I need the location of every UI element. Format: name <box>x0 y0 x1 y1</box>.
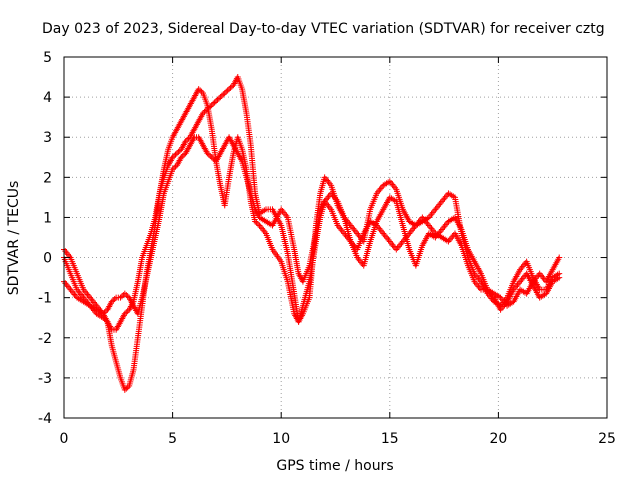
data-point <box>218 92 225 99</box>
data-point <box>121 386 128 393</box>
data-point <box>227 84 234 91</box>
data-point <box>101 309 108 316</box>
data-point <box>100 310 107 317</box>
data-point <box>207 152 214 159</box>
data-point <box>201 108 208 115</box>
data-point <box>175 148 182 155</box>
chart-title: Day 023 of 2023, Sidereal Day-to-day VTE… <box>42 21 605 37</box>
data-point <box>226 86 233 93</box>
data-point <box>210 100 217 107</box>
data-point <box>178 154 185 161</box>
x-tick-label: 0 <box>60 431 69 447</box>
data-point <box>182 138 189 145</box>
data-point <box>210 155 217 162</box>
x-tick-label: 10 <box>272 431 290 447</box>
x-tick-label: 25 <box>598 431 616 447</box>
series-track-a <box>61 74 563 333</box>
y-tick-label: 1 <box>43 210 52 226</box>
series-track-b <box>61 86 563 393</box>
data-point <box>221 90 228 97</box>
grid-layer <box>64 57 607 418</box>
y-tick-label: 5 <box>43 50 52 66</box>
data-point <box>217 94 224 101</box>
data-point <box>205 151 212 158</box>
data-point <box>124 384 131 391</box>
data-point <box>215 95 222 102</box>
data-point <box>253 219 260 226</box>
data-point <box>108 298 115 305</box>
axis-ticks: 0 5 10 15 20 25 -4 -3 -2 -1 0 1 2 3 4 5 <box>38 50 616 447</box>
data-point <box>169 166 176 173</box>
data-point <box>172 151 179 158</box>
data-point <box>123 291 130 298</box>
data-point <box>197 87 204 94</box>
data-point <box>198 88 205 95</box>
y-tick-label: -2 <box>38 331 52 347</box>
y-tick-label: 2 <box>43 170 52 186</box>
data-point <box>171 152 178 159</box>
data-point <box>255 221 262 228</box>
data-point <box>123 385 130 392</box>
data-point <box>214 96 221 103</box>
data-point <box>556 274 563 281</box>
data-point <box>111 296 118 303</box>
data-point <box>171 164 178 171</box>
data-marks <box>61 74 563 393</box>
x-tick-label: 15 <box>381 431 399 447</box>
y-tick-label: -1 <box>38 291 52 307</box>
y-tick-label: 0 <box>43 251 52 267</box>
x-axis-label: GPS time / hours <box>276 458 393 474</box>
data-point <box>179 152 186 159</box>
x-tick-label: 5 <box>168 431 177 447</box>
data-point <box>121 310 128 317</box>
data-point <box>220 91 227 98</box>
data-point <box>208 154 215 161</box>
data-point <box>204 150 211 157</box>
data-point <box>169 154 176 161</box>
data-point <box>200 110 207 117</box>
y-tick-label: 4 <box>43 90 52 106</box>
series-track-c <box>61 134 563 317</box>
y-tick-label: -3 <box>38 371 52 387</box>
data-point <box>110 297 117 304</box>
data-point <box>123 309 130 316</box>
data-point <box>224 87 231 94</box>
y-tick-label: -4 <box>38 411 52 427</box>
data-point <box>556 254 563 261</box>
x-tick-label: 20 <box>489 431 507 447</box>
data-point <box>118 293 125 300</box>
data-point <box>173 150 180 157</box>
plot-frame <box>63 56 608 419</box>
data-point <box>223 88 230 95</box>
data-point <box>121 290 128 297</box>
data-point <box>211 99 218 106</box>
data-point <box>213 98 220 105</box>
data-point <box>184 136 191 143</box>
data-point <box>252 218 259 225</box>
y-axis-label: SDTVAR / TECUs <box>6 181 22 296</box>
y-tick-label: 3 <box>43 130 52 146</box>
data-point <box>195 86 202 93</box>
data-point <box>117 294 124 301</box>
